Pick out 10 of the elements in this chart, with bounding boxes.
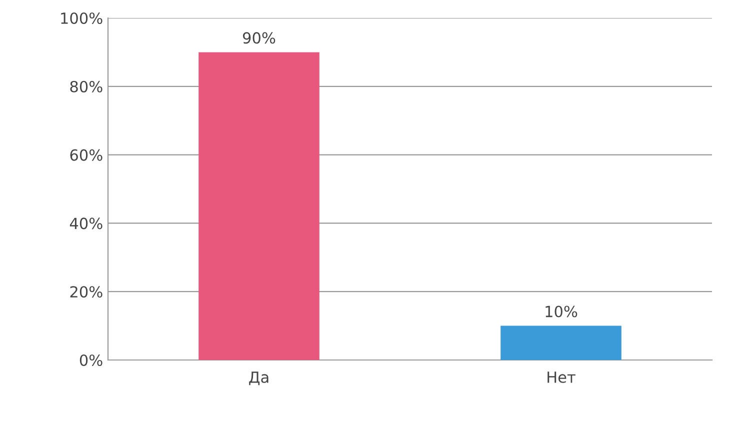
x-tick-label: Да — [249, 372, 268, 386]
y-tick-label: 80% — [70, 80, 102, 92]
data-label: 90% — [242, 32, 276, 44]
data-label: 10% — [546, 306, 578, 318]
x-tick-label: Нет — [548, 372, 576, 383]
y-tick-label: 60% — [70, 149, 102, 161]
y-tick-label: 40% — [70, 218, 102, 230]
y-tick-label: 0% — [80, 354, 102, 366]
y-tick-label: 20% — [70, 286, 102, 298]
y-tick-label: 100% — [61, 12, 102, 24]
